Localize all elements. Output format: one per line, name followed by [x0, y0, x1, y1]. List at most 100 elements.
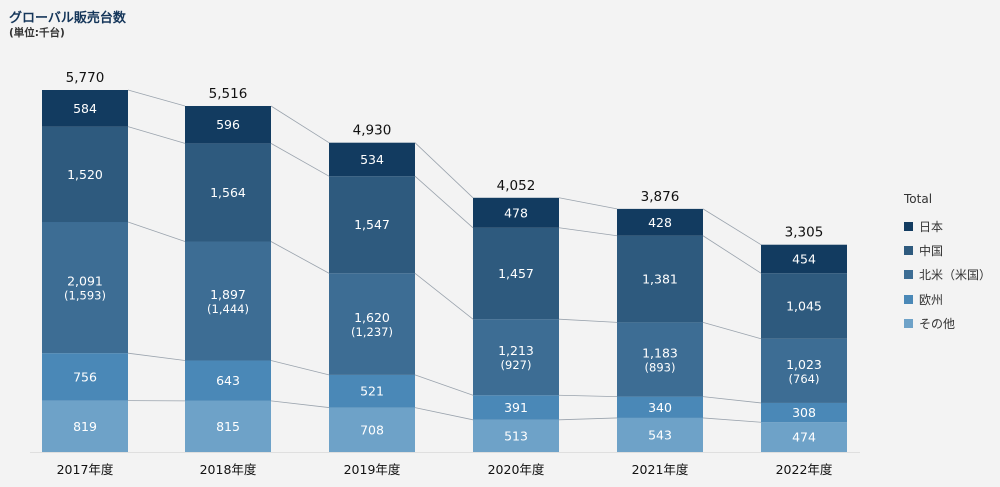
bar-segment-europe: [617, 396, 703, 418]
bar-segment-north-america: [761, 338, 847, 403]
connector-line: [127, 126, 186, 144]
connector-line: [702, 396, 762, 404]
bar-segment-europe: [761, 402, 847, 423]
bar-value-label: 1,213: [498, 343, 534, 358]
legend-label-china: 中国: [919, 244, 944, 259]
connector-line: [558, 394, 618, 398]
connector-line: [270, 360, 330, 376]
connector-line: [558, 197, 618, 210]
bar-segment-other: [42, 400, 128, 452]
bar-segment-china: [42, 126, 128, 223]
bar-sub-label: (1,444): [207, 302, 249, 316]
bar-segment-other: [761, 422, 847, 452]
x-tick-label: 2022年度: [776, 462, 833, 477]
bar-value-label: 584: [73, 101, 97, 116]
bar-sub-label: (927): [501, 358, 532, 372]
bar-segment-north-america: [42, 222, 128, 354]
bar-value-label: 819: [73, 419, 97, 434]
connector-line: [414, 175, 474, 229]
connector-line: [127, 352, 186, 361]
bar-segment-north-america: [473, 319, 559, 396]
bar-segment-other: [617, 417, 703, 452]
bar-segment-europe: [42, 353, 128, 401]
legend-item-china: 中国: [904, 238, 991, 262]
legend-label-japan: 日本: [919, 219, 944, 234]
x-tick-label: 2020年度: [488, 462, 545, 477]
legend-item-europe: 欧州: [904, 287, 991, 311]
legend-label-other: その他: [919, 317, 956, 332]
legend-item-north-america: 北米（米国）: [904, 263, 991, 287]
legend-swatch-japan: [904, 221, 913, 231]
bar-segment-other: [473, 419, 559, 452]
connector-line: [270, 400, 330, 408]
bar-group: 819 756 2,091(1,593) 1,520 584 5,770 2017年度: [42, 70, 128, 477]
connector-line: [270, 143, 330, 177]
bar-value-label: 340: [648, 400, 672, 415]
legend-swatch-china: [904, 246, 913, 256]
bar-segment-north-america: [617, 322, 703, 397]
bar-segment-japan: [761, 244, 847, 274]
bar-value-label: 596: [216, 117, 240, 132]
bar-value-label: 2,091: [67, 274, 103, 289]
bar-value-label: 474: [792, 430, 816, 445]
connector-line: [414, 374, 474, 396]
chart-title: グローバル販売台数: [9, 11, 126, 26]
bar-value-label: 428: [648, 215, 672, 230]
bar-group: 543 340 1,183(893) 1,381 428 3,876 2021年度: [617, 189, 703, 477]
bar-value-label: 391: [504, 400, 528, 415]
bar-value-label: 1,620: [354, 310, 390, 325]
bar-segment-europe: [473, 395, 559, 420]
bar-value-label: 1,045: [786, 298, 822, 313]
bar-segment-other: [329, 407, 415, 452]
bar-value-label: 308: [792, 405, 816, 420]
bar-sub-label: (893): [645, 360, 676, 374]
connector-lines: [127, 89, 762, 423]
bar-value-label: 1,381: [642, 272, 678, 287]
legend-title: Total: [904, 192, 933, 206]
bar-segment-china: [473, 227, 559, 320]
legend-swatch-europe: [904, 294, 913, 304]
bar-total-label: 4,930: [353, 123, 392, 139]
bar-value-label: 1,183: [642, 345, 678, 360]
bar-segment-japan: [329, 142, 415, 177]
bar-sub-label: (1,593): [64, 289, 106, 303]
connector-line: [702, 235, 762, 274]
legend: Total 日本 中国 北米（米国） 欧州 その他: [904, 192, 991, 336]
bar-value-label: 1,457: [498, 266, 534, 281]
bar-value-label: 1,564: [210, 185, 246, 200]
connector-line: [558, 318, 618, 323]
bar-segment-china: [617, 235, 703, 323]
bar-value-label: 756: [73, 369, 97, 384]
x-tick-label: 2018年度: [200, 462, 257, 477]
bar-value-label: 478: [504, 205, 528, 220]
bar-value-label: 708: [360, 422, 384, 437]
bar-total-label: 3,876: [641, 189, 680, 205]
bar-segment-china: [185, 143, 271, 242]
bar-value-label: 1,023: [786, 357, 822, 372]
legend-label-europe: 欧州: [919, 292, 944, 307]
connector-line: [414, 272, 474, 320]
connector-line: [414, 142, 474, 199]
connector-line: [127, 89, 186, 107]
bar-segment-other: [185, 400, 271, 452]
connector-line: [558, 417, 618, 421]
bar-sub-label: (1,237): [351, 325, 393, 339]
bar-value-label: 513: [504, 428, 528, 443]
bar-group: 815 643 1,897(1,444) 1,564 596 5,516 2018年度: [185, 86, 271, 477]
bar-segment-japan: [617, 208, 703, 236]
bar-segment-north-america: [185, 241, 271, 361]
bar-value-label: 543: [648, 427, 672, 442]
bar-value-label: 1,897: [210, 287, 246, 302]
x-tick-label: 2017年度: [57, 462, 114, 477]
bar-value-label: 1,547: [354, 217, 390, 232]
bar-segment-japan: [185, 105, 271, 144]
connector-line: [702, 321, 762, 340]
bar-value-label: 1,520: [67, 167, 103, 182]
bar-segment-china: [761, 273, 847, 339]
bar-value-label: 643: [216, 373, 240, 388]
legend-swatch-other: [904, 319, 913, 329]
bar-segment-europe: [329, 374, 415, 408]
chart-unit: (単位:千台): [9, 27, 65, 39]
bar-segment-north-america: [329, 273, 415, 375]
